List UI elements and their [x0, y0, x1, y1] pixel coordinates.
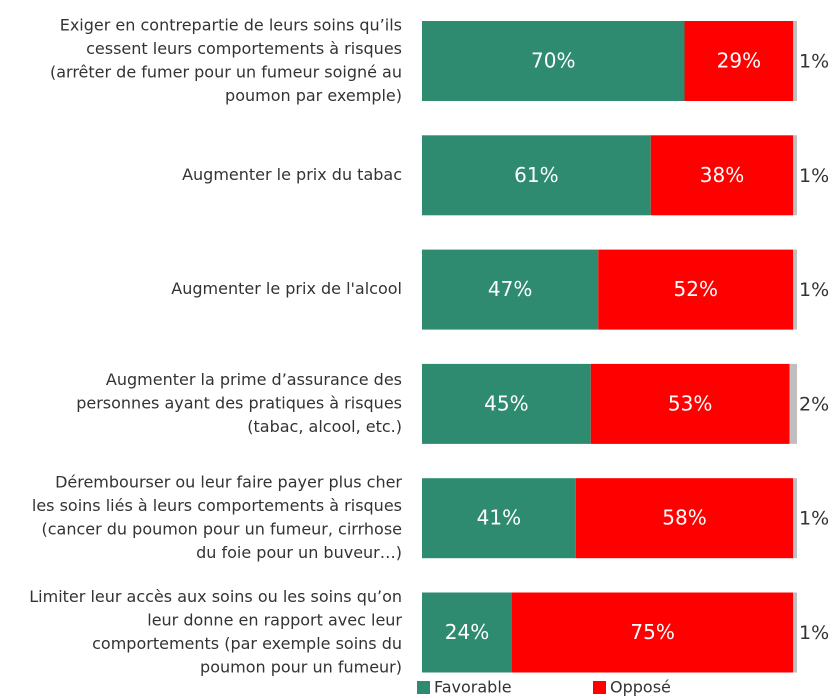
bar-segment: [793, 135, 797, 216]
bar-segment: [575, 478, 794, 559]
bar-segment: [793, 249, 797, 330]
value-label: 24%: [445, 620, 489, 644]
bar-segment: [590, 363, 790, 444]
category-label: cessent leurs comportements à risques: [86, 39, 402, 58]
legend-swatch: [593, 681, 606, 694]
value-label: 38%: [700, 163, 744, 187]
legend-label: Opposé: [610, 678, 671, 697]
bar-segment: [512, 592, 794, 673]
value-label: 1%: [799, 508, 829, 530]
value-label: 52%: [674, 277, 718, 301]
legend-label: Favorable: [434, 678, 512, 697]
bar-segment: [422, 135, 651, 216]
value-label: 1%: [799, 622, 829, 644]
value-label: 1%: [799, 279, 829, 301]
bar-segment: [684, 21, 794, 101]
value-label: 41%: [477, 506, 521, 530]
bar-segment: [789, 363, 797, 444]
category-label: (arrêter de fumer pour un fumeur soigné …: [50, 62, 402, 81]
value-label: 70%: [531, 49, 575, 73]
category-label: Augmenter le prix du tabac: [182, 165, 402, 184]
bar-segment: [422, 21, 685, 101]
category-label: leur donne en rapport avec leur: [147, 610, 402, 629]
category-label: du foie pour un buveur…): [196, 543, 402, 562]
category-label: (cancer du poumon pour un fumeur, cirrho…: [41, 519, 402, 538]
bar-segment: [793, 592, 797, 673]
bar-segment: [422, 592, 512, 673]
value-label: 1%: [799, 165, 829, 187]
bar-segment: [793, 478, 797, 559]
category-label: comportements (par exemple soins du: [92, 634, 402, 653]
value-label: 29%: [717, 49, 761, 73]
legend-swatch: [417, 681, 430, 694]
value-label: 58%: [662, 506, 706, 530]
category-label: Augmenter la prime d’assurance des: [106, 370, 402, 389]
bar-segment: [422, 363, 591, 444]
category-label: poumon pour un fumeur): [200, 657, 402, 676]
value-label: 61%: [514, 163, 558, 187]
value-label: 1%: [799, 51, 829, 73]
bar-segment: [598, 249, 794, 330]
bar-segment: [793, 21, 797, 101]
category-label: Augmenter le prix de l'alcool: [171, 279, 402, 298]
category-label: Exiger en contrepartie de leurs soins qu…: [60, 15, 402, 34]
bar-segment: [650, 135, 794, 216]
value-label: 2%: [799, 393, 829, 415]
category-label: Dérembourser ou leur faire payer plus ch…: [55, 472, 402, 491]
bar-segment: [422, 249, 599, 330]
value-label: 75%: [630, 620, 674, 644]
category-label: Limiter leur accès aux soins ou les soin…: [29, 587, 402, 606]
value-label: 53%: [668, 391, 712, 415]
category-label: poumon par exemple): [225, 86, 402, 105]
category-label: (tabac, alcool, etc.): [247, 417, 402, 436]
value-label: 47%: [488, 277, 532, 301]
value-label: 45%: [484, 391, 528, 415]
category-label: les soins liés à leurs comportements à r…: [32, 496, 402, 515]
bar-segment: [422, 478, 576, 559]
category-label: personnes ayant des pratiques à risques: [76, 393, 402, 412]
